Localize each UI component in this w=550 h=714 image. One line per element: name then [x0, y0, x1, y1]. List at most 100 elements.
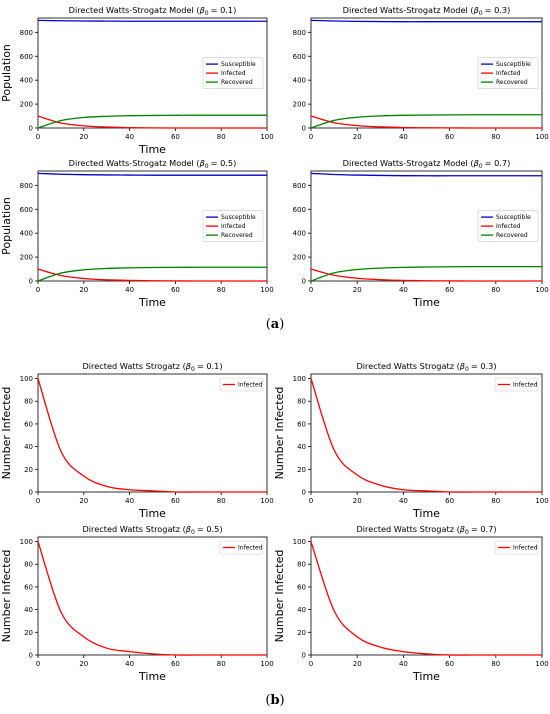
x-tick-label: 80	[217, 133, 226, 141]
series-line-recovered	[310, 114, 542, 129]
y-tick-label: 20	[24, 629, 33, 637]
x-tick-label: 0	[309, 133, 313, 141]
chart-title: Directed Watts-Strogatz Model (β0 = 0.1)	[69, 5, 237, 17]
chart-panel-7: Directed Watts Strogatz (β0 = 0.5) 0 20 40 60…	[0, 524, 274, 683]
x-tick-label: 20	[79, 133, 88, 141]
chart-title: Directed Watts-Strogatz Model (β0 = 0.3)	[343, 5, 511, 17]
series-line-susceptible	[310, 19, 542, 23]
legend: Infected	[219, 540, 264, 555]
y-tick-label: 40	[297, 606, 306, 614]
y-tick-label: 800	[293, 182, 306, 190]
y-tick-label: 200	[293, 254, 306, 262]
chart-panel-3: Directed Watts-Strogatz Model (β0 = 0.5)0…	[0, 158, 274, 309]
y-tick-label: 600	[293, 206, 306, 214]
y-tick-label: 60	[24, 583, 33, 591]
y-tick-label: 20	[297, 466, 306, 474]
chart-title-beta-sub: 0	[479, 163, 483, 170]
legend-box	[219, 540, 264, 555]
x-tick-label: 20	[79, 660, 88, 668]
chart-panel-2: Directed Watts-Strogatz Model (β0 = 0.3) 0…	[293, 5, 549, 141]
legend: Susceptible Infected Recovered	[202, 57, 264, 89]
y-tick-label: 400	[20, 77, 33, 85]
y-tick-label: 0	[29, 652, 33, 660]
y-tick-label: 100	[293, 538, 306, 546]
y-tick-label: 400	[20, 230, 33, 238]
chart-title: Directed Watts Strogatz (β0 = 0.5)	[82, 524, 222, 536]
x-axis-label: Time	[412, 670, 440, 683]
legend-box	[494, 540, 539, 555]
y-tick-label: 400	[293, 230, 306, 238]
chart-title-beta-value: = 0.3)	[485, 5, 511, 15]
legend-box	[477, 57, 539, 89]
x-tick-label: 40	[399, 660, 408, 668]
y-tick-label: 0	[302, 489, 306, 497]
legend: Infected	[494, 540, 539, 555]
series-line-infected	[37, 541, 267, 656]
x-tick-label: 0	[36, 133, 40, 141]
chart-panel-8: Directed Watts Strogatz (β0 = 0.7)0 20 40 60…	[273, 524, 549, 683]
x-tick-label: 0	[36, 286, 40, 294]
y-tick-label: 600	[293, 53, 306, 61]
y-tick-label: 40	[24, 606, 33, 614]
x-tick-label: 20	[79, 286, 88, 294]
chart-title-text: Directed Watts Strogatz (	[82, 524, 185, 534]
plot-frame	[310, 536, 543, 656]
chart-title-text: Directed Watts-Strogatz Model (	[69, 158, 200, 168]
x-tick-label: 60	[171, 497, 180, 505]
chart-title-beta-value: = 0.1)	[211, 5, 237, 15]
chart-title-beta: β	[473, 158, 479, 168]
x-tick-label: 0	[309, 286, 313, 294]
y-axis-label: Number Infected	[0, 550, 13, 643]
legend-entry: Infected	[238, 382, 263, 389]
caption-b-label: b	[270, 693, 280, 708]
legend-entry: Susceptible	[221, 61, 256, 68]
x-tick-label: 0	[309, 660, 313, 668]
legend-box	[202, 57, 264, 89]
x-tick-label: 80	[491, 286, 500, 294]
x-tick-label: 20	[353, 286, 362, 294]
y-axis-label: Number Infected	[273, 387, 286, 480]
series-line-susceptible	[37, 19, 267, 22]
chart-title-beta: β	[199, 158, 205, 168]
legend-entry: Infected	[496, 70, 521, 77]
chart-title-beta: β	[185, 361, 191, 371]
x-axis-label: Time	[138, 296, 166, 309]
chart-title: Directed Watts Strogatz (β0 = 0.7)	[356, 524, 496, 536]
x-tick-label: 40	[125, 660, 134, 668]
x-tick-label: 40	[125, 133, 134, 141]
series-line-recovered	[310, 265, 542, 282]
y-tick-label: 0	[29, 125, 33, 133]
series-line-infected	[37, 115, 267, 129]
series-line-recovered	[37, 266, 267, 282]
plot-frame	[37, 373, 268, 493]
legend-entry: Recovered	[496, 79, 528, 86]
y-axis-label: Population	[0, 44, 13, 102]
y-tick-label: 20	[24, 466, 33, 474]
legend-entry: Infected	[496, 223, 521, 230]
legend-entry: Susceptible	[496, 61, 531, 68]
chart-title-beta-value: = 0.5)	[211, 158, 237, 168]
y-tick-label: 100	[20, 538, 33, 546]
y-tick-label: 20	[297, 629, 306, 637]
y-tick-label: 80	[24, 561, 33, 569]
legend-entry: Infected	[238, 545, 263, 552]
chart-title-beta-sub: 0	[465, 529, 469, 536]
x-tick-label: 100	[535, 497, 548, 505]
legend-entry: Recovered	[221, 79, 253, 86]
chart-title-beta-value: = 0.5)	[197, 524, 223, 534]
x-tick-label: 0	[309, 497, 313, 505]
x-tick-label: 80	[491, 660, 500, 668]
y-tick-label: 0	[302, 278, 306, 286]
x-tick-label: 80	[491, 133, 500, 141]
chart-title-text: Directed Watts Strogatz (	[356, 524, 459, 534]
y-tick-label: 0	[302, 652, 306, 660]
legend: Susceptible Infected Recovered	[202, 210, 264, 242]
legend-entry: Infected	[513, 545, 538, 552]
x-tick-label: 60	[171, 286, 180, 294]
legend: Susceptible Infected Recovered	[477, 210, 539, 242]
x-tick-label: 20	[353, 497, 362, 505]
y-tick-label: 100	[293, 375, 306, 383]
chart-title-text: Directed Watts Strogatz (	[356, 361, 459, 371]
y-tick-label: 0	[302, 125, 306, 133]
